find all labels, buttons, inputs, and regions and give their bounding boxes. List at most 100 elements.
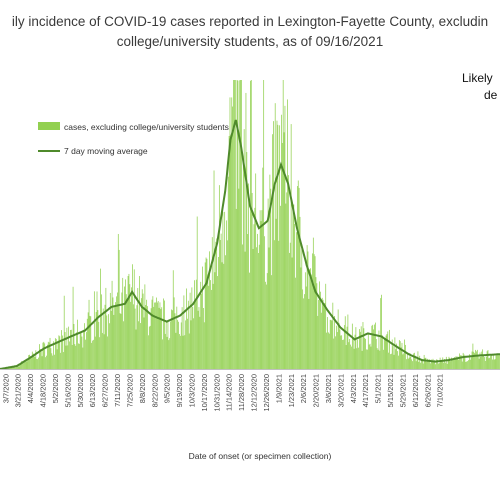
- daily-case-bar: [94, 336, 96, 369]
- daily-case-bar: [327, 317, 328, 369]
- daily-case-bar: [47, 341, 49, 369]
- daily-case-bar: [397, 351, 398, 369]
- daily-case-bar: [271, 275, 273, 369]
- daily-case-bar: [192, 306, 194, 369]
- daily-case-bar: [431, 362, 433, 369]
- daily-case-bar: [455, 356, 457, 369]
- daily-case-bar: [49, 337, 51, 369]
- legend-line-label: 7 day moving average: [64, 146, 148, 156]
- daily-case-bar: [213, 170, 215, 369]
- daily-case-bar: [443, 362, 445, 369]
- daily-case-bar: [133, 269, 135, 369]
- daily-case-bar: [343, 325, 345, 369]
- daily-case-bar: [470, 357, 472, 369]
- daily-case-bar: [257, 253, 259, 369]
- daily-case-bar: [404, 339, 406, 369]
- daily-case-bar: [89, 315, 91, 369]
- daily-case-bar: [28, 355, 30, 369]
- daily-case-bar: [176, 306, 178, 369]
- daily-case-bar: [101, 332, 103, 369]
- daily-case-bar: [426, 361, 428, 369]
- daily-case-bar: [38, 357, 39, 369]
- daily-case-bar: [41, 356, 43, 369]
- daily-case-bar: [354, 334, 356, 369]
- x-tick-label: 4/18/2020: [39, 374, 48, 407]
- x-tick-label: 11/14/2020: [225, 374, 234, 411]
- daily-case-bar: [289, 252, 290, 369]
- daily-case-bar: [390, 354, 391, 369]
- x-tick-label: 5/29/2021: [399, 374, 408, 407]
- daily-case-bar: [21, 361, 23, 369]
- daily-case-bar: [353, 348, 355, 369]
- daily-case-bar: [179, 334, 180, 369]
- daily-case-bar: [280, 205, 281, 369]
- daily-case-bar: [419, 355, 421, 369]
- daily-case-bar: [255, 173, 257, 369]
- daily-case-bar: [226, 220, 227, 369]
- daily-case-bar: [234, 80, 235, 369]
- daily-case-bar: [55, 338, 57, 369]
- daily-case-bar: [466, 361, 468, 369]
- daily-case-bar: [461, 361, 463, 369]
- daily-case-bar: [495, 355, 497, 369]
- daily-case-bar: [479, 352, 481, 369]
- daily-case-bar: [494, 359, 496, 369]
- daily-case-bar: [245, 92, 247, 369]
- daily-case-bar: [218, 185, 220, 369]
- daily-case-bar: [438, 363, 440, 369]
- daily-case-bar: [69, 341, 70, 369]
- daily-case-bar: [129, 284, 131, 369]
- daily-case-bar: [307, 251, 309, 369]
- daily-case-bar: [148, 335, 149, 369]
- daily-case-bar: [201, 293, 202, 369]
- x-tick-label: 5/1/2021: [374, 374, 383, 403]
- x-tick-label: 4/17/2021: [361, 374, 370, 407]
- x-tick-label: 4/3/2021: [349, 374, 358, 403]
- daily-case-bar: [64, 332, 66, 369]
- daily-case-bar: [343, 339, 344, 369]
- daily-case-bar: [204, 262, 206, 369]
- daily-case-bar: [335, 336, 336, 369]
- daily-case-bar: [78, 343, 79, 369]
- daily-case-bar: [369, 343, 371, 369]
- daily-case-bar: [186, 288, 187, 369]
- daily-case-bar: [444, 359, 445, 369]
- daily-case-bar: [351, 346, 352, 369]
- daily-case-bar: [91, 342, 93, 369]
- daily-case-bar: [218, 257, 219, 369]
- daily-case-bar: [270, 188, 272, 369]
- daily-case-bar: [97, 310, 99, 369]
- daily-case-bar: [227, 176, 229, 369]
- daily-case-bar: [458, 359, 460, 369]
- daily-case-bar: [390, 353, 392, 369]
- daily-case-bar: [336, 332, 338, 369]
- daily-case-bar: [471, 351, 473, 369]
- daily-case-bar: [257, 233, 258, 369]
- daily-case-bar: [191, 287, 193, 369]
- daily-case-bar: [275, 218, 277, 369]
- x-tick-label: 12/12/2020: [250, 374, 259, 412]
- daily-case-bar: [145, 305, 147, 369]
- daily-case-bar: [382, 349, 384, 369]
- daily-case-bar: [465, 361, 467, 369]
- daily-case-bar: [437, 363, 439, 369]
- daily-case-bar: [153, 306, 155, 369]
- daily-case-bar: [392, 346, 394, 369]
- daily-case-bar: [167, 322, 169, 369]
- daily-case-bar: [294, 223, 296, 369]
- legend-bar-swatch: [38, 122, 60, 130]
- daily-case-bar: [320, 312, 322, 369]
- daily-case-bar: [338, 322, 340, 369]
- daily-case-bar: [406, 353, 408, 369]
- daily-case-bar: [467, 361, 468, 369]
- daily-case-bar: [42, 342, 44, 369]
- daily-case-bar: [102, 308, 104, 369]
- x-tick-label: 7/10/2021: [436, 374, 445, 407]
- daily-case-bar: [139, 276, 140, 369]
- daily-case-bar: [158, 307, 160, 369]
- daily-case-bar: [109, 323, 110, 369]
- daily-case-bar: [124, 286, 125, 369]
- daily-case-bar: [405, 344, 406, 369]
- daily-case-bar: [349, 339, 351, 369]
